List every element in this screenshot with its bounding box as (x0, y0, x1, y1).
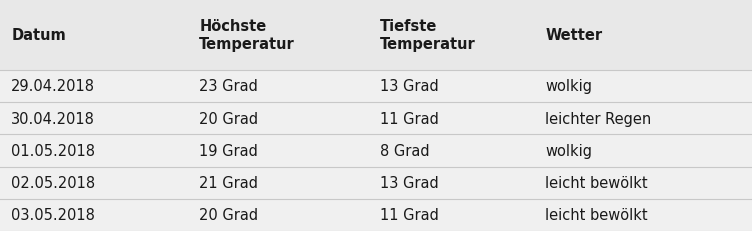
Bar (0, 70, 752, 103)
Text: 21 Grad: 21 Grad (199, 175, 258, 190)
Text: Höchste
Temperatur: Höchste Temperatur (199, 19, 295, 52)
Bar (0, 0, 752, 70)
Text: Tiefste
Temperatur: Tiefste Temperatur (380, 19, 475, 52)
Text: 13 Grad: 13 Grad (380, 79, 438, 94)
Text: leicht bewölkt: leicht bewölkt (545, 175, 647, 190)
Text: 11 Grad: 11 Grad (380, 111, 438, 126)
Text: 13 Grad: 13 Grad (380, 175, 438, 190)
Bar (0, 199, 752, 231)
Text: leicht bewölkt: leicht bewölkt (545, 207, 647, 222)
Text: wolkig: wolkig (545, 143, 592, 158)
Text: 29.04.2018: 29.04.2018 (11, 79, 96, 94)
Text: 20 Grad: 20 Grad (199, 111, 259, 126)
Text: 20 Grad: 20 Grad (199, 207, 259, 222)
Text: 01.05.2018: 01.05.2018 (11, 143, 96, 158)
Bar (0, 167, 752, 199)
Text: Datum: Datum (11, 28, 66, 43)
Text: 19 Grad: 19 Grad (199, 143, 258, 158)
Text: 11 Grad: 11 Grad (380, 207, 438, 222)
Text: 30.04.2018: 30.04.2018 (11, 111, 96, 126)
Text: leichter Regen: leichter Regen (545, 111, 651, 126)
Text: 02.05.2018: 02.05.2018 (11, 175, 96, 190)
Text: 8 Grad: 8 Grad (380, 143, 429, 158)
Text: 03.05.2018: 03.05.2018 (11, 207, 96, 222)
Bar (0, 103, 752, 135)
Text: wolkig: wolkig (545, 79, 592, 94)
Text: 23 Grad: 23 Grad (199, 79, 258, 94)
Text: Wetter: Wetter (545, 28, 602, 43)
Bar (0, 135, 752, 167)
